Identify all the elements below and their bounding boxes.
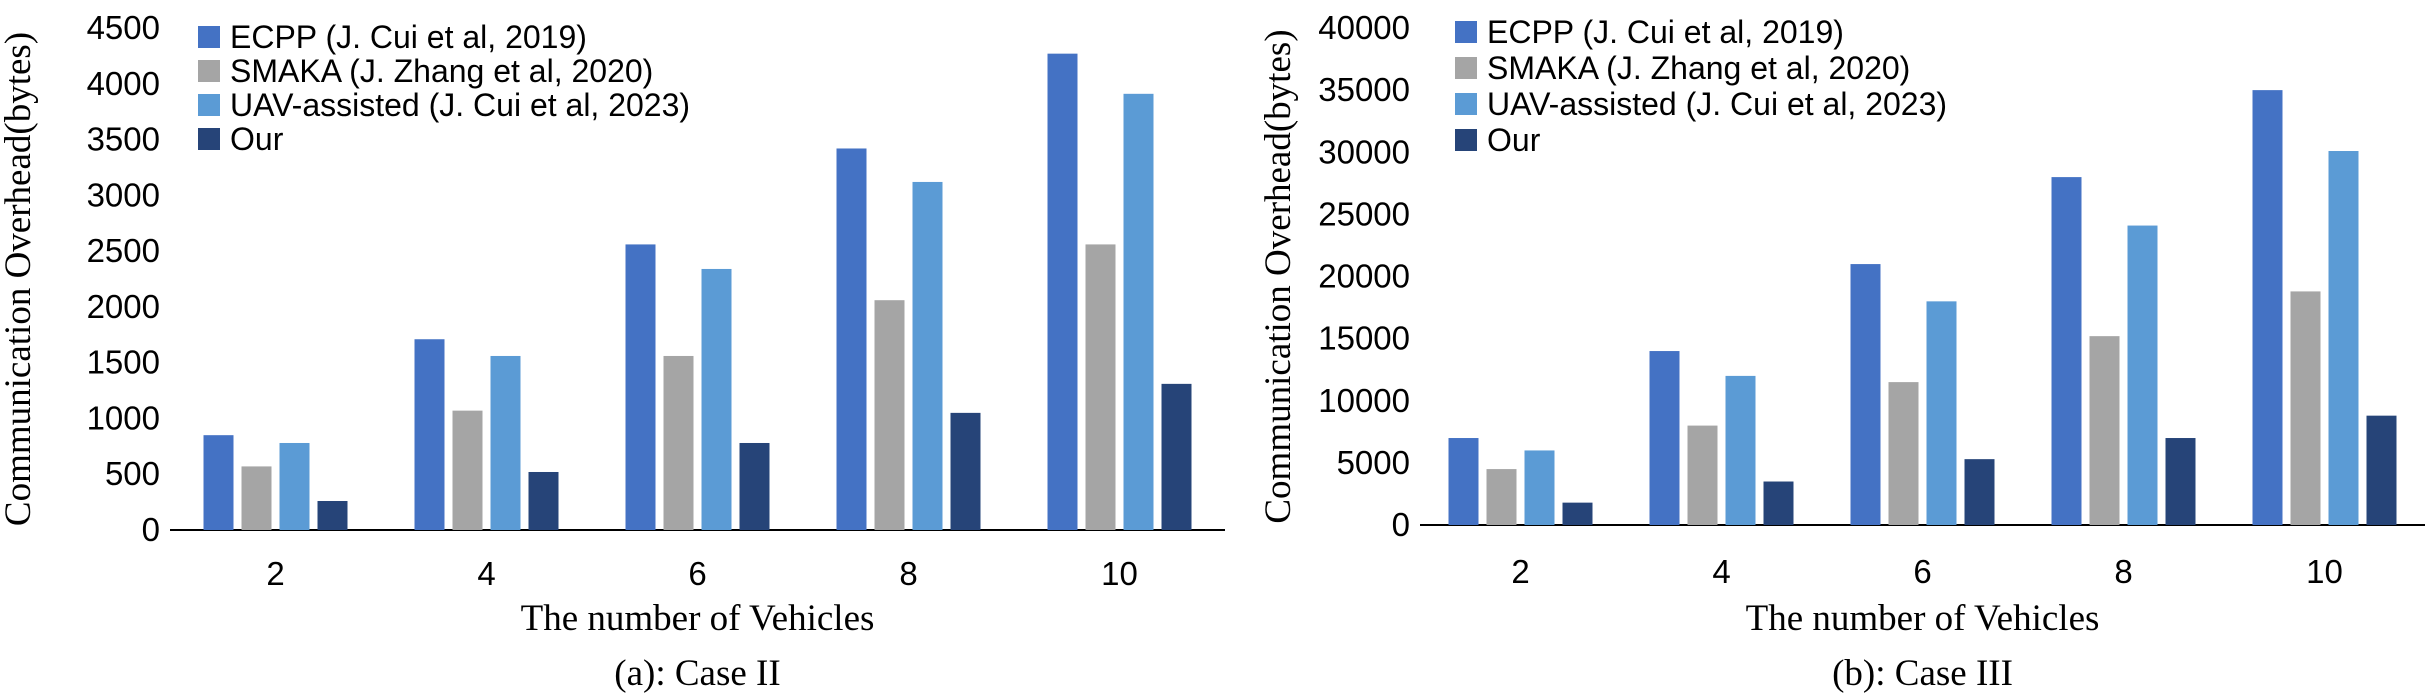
y-tick-label: 30000 xyxy=(1318,133,1410,170)
bar-smaka-2 xyxy=(241,466,272,530)
x-tick-label: 4 xyxy=(477,555,495,592)
y-tick-label: 35000 xyxy=(1318,71,1410,108)
legend-swatch xyxy=(1455,129,1477,151)
y-tick-label: 2500 xyxy=(87,232,160,269)
bar-smaka-4 xyxy=(1687,425,1718,525)
bar-our-6 xyxy=(1964,459,1995,525)
bar-smaka-4 xyxy=(452,410,483,530)
bar-uav-assisted-6 xyxy=(701,268,732,530)
bar-uav-assisted-8 xyxy=(912,181,943,531)
y-tick-label: 40000 xyxy=(1318,9,1410,46)
bar-uav-assisted-10 xyxy=(1123,93,1154,530)
bar-uav-assisted-4 xyxy=(1725,375,1756,525)
bar-smaka-6 xyxy=(1888,382,1919,525)
y-axis-title: Communication Overhead(bytes) xyxy=(1258,29,1299,523)
y-tick-label: 5000 xyxy=(1337,444,1410,481)
legend-label: UAV-assisted (J. Cui et al, 2023) xyxy=(230,87,690,123)
bar-uav-assisted-10 xyxy=(2328,151,2359,525)
bar-ecpp-10 xyxy=(1047,53,1078,530)
bar-uav-assisted-4 xyxy=(490,355,521,530)
bar-ecpp-4 xyxy=(1649,351,1680,525)
x-axis-title: The number of Vehicles xyxy=(1746,598,2100,639)
legend-swatch xyxy=(1455,57,1477,79)
bar-ecpp-2 xyxy=(1448,438,1479,525)
bar-our-2 xyxy=(1562,502,1593,525)
legend-swatch xyxy=(198,26,220,48)
y-tick-label: 0 xyxy=(142,511,160,548)
legend-swatch xyxy=(198,60,220,82)
legend-swatch xyxy=(1455,21,1477,43)
y-tick-label: 1000 xyxy=(87,399,160,436)
y-tick-label: 0 xyxy=(1392,506,1410,543)
bar-ecpp-10 xyxy=(2252,90,2283,525)
chart-a: 0 500 1000 1500 2000 2500 3000 3500 4000 4500 2 4 6 8… xyxy=(0,9,1225,694)
bar-smaka-8 xyxy=(2089,336,2120,525)
legend-label: Our xyxy=(230,121,284,157)
legend-label: UAV-assisted (J. Cui et al, 2023) xyxy=(1487,86,1947,122)
bar-smaka-8 xyxy=(874,300,905,530)
bar-uav-assisted-8 xyxy=(2127,225,2158,525)
bar-smaka-6 xyxy=(663,355,694,530)
bar-our-4 xyxy=(1763,481,1794,525)
x-tick-label: 8 xyxy=(899,555,917,592)
legend-swatch xyxy=(198,128,220,150)
y-tick-label: 4500 xyxy=(87,9,160,46)
legend-label: ECPP (J. Cui et al, 2019) xyxy=(1487,14,1844,50)
bar-our-10 xyxy=(1161,383,1192,530)
y-tick-label: 3500 xyxy=(87,121,160,158)
y-tick-label: 2000 xyxy=(87,288,160,325)
chart-b: 0 5000 10000 15000 20000 25000 30000 35000 40000… xyxy=(1258,9,2425,694)
x-tick-label: 6 xyxy=(1913,553,1931,590)
bar-our-8 xyxy=(950,412,981,530)
x-tick-label: 8 xyxy=(2114,553,2132,590)
x-tick-label: 4 xyxy=(1712,553,1730,590)
y-tick-label: 15000 xyxy=(1318,320,1410,357)
x-axis-title: The number of Vehicles xyxy=(521,598,875,639)
bar-smaka-10 xyxy=(1085,244,1116,530)
x-tick-label: 6 xyxy=(688,555,706,592)
bar-our-10 xyxy=(2366,415,2397,525)
y-tick-label: 20000 xyxy=(1318,258,1410,295)
x-tick-label: 2 xyxy=(1511,553,1529,590)
bar-uav-assisted-2 xyxy=(1524,450,1555,525)
x-tick-label: 10 xyxy=(2306,553,2343,590)
legend-label: Our xyxy=(1487,122,1541,158)
chart-caption: (a): Case II xyxy=(614,653,780,694)
bar-ecpp-8 xyxy=(2051,177,2082,525)
y-tick-label: 3000 xyxy=(87,176,160,213)
legend-label: ECPP (J. Cui et al, 2019) xyxy=(230,19,587,55)
bar-smaka-2 xyxy=(1486,469,1517,525)
bar-smaka-10 xyxy=(2290,291,2321,525)
bar-our-8 xyxy=(2165,438,2196,525)
y-tick-label: 25000 xyxy=(1318,195,1410,232)
bar-our-6 xyxy=(739,442,770,530)
x-tick-label: 10 xyxy=(1101,555,1138,592)
bar-our-2 xyxy=(317,500,348,530)
legend-swatch xyxy=(1455,93,1477,115)
y-tick-label: 4000 xyxy=(87,65,160,102)
x-tick-label: 2 xyxy=(266,555,284,592)
bar-our-4 xyxy=(528,471,559,530)
bar-ecpp-8 xyxy=(836,148,867,531)
bar-ecpp-6 xyxy=(1850,264,1881,525)
bar-ecpp-4 xyxy=(414,339,445,530)
legend-label: SMAKA (J. Zhang et al, 2020) xyxy=(1487,50,1910,86)
y-tick-label: 500 xyxy=(105,455,160,492)
legend-label: SMAKA (J. Zhang et al, 2020) xyxy=(230,53,653,89)
bar-ecpp-2 xyxy=(203,435,234,530)
legend-swatch xyxy=(198,94,220,116)
chart-caption: (b): Case III xyxy=(1832,653,2013,694)
y-tick-label: 10000 xyxy=(1318,382,1410,419)
y-tick-label: 1500 xyxy=(87,344,160,381)
bar-ecpp-6 xyxy=(625,244,656,530)
y-axis-title: Communication Overhead(bytes) xyxy=(0,32,39,526)
bar-uav-assisted-6 xyxy=(1926,301,1957,525)
bar-uav-assisted-2 xyxy=(279,442,310,530)
